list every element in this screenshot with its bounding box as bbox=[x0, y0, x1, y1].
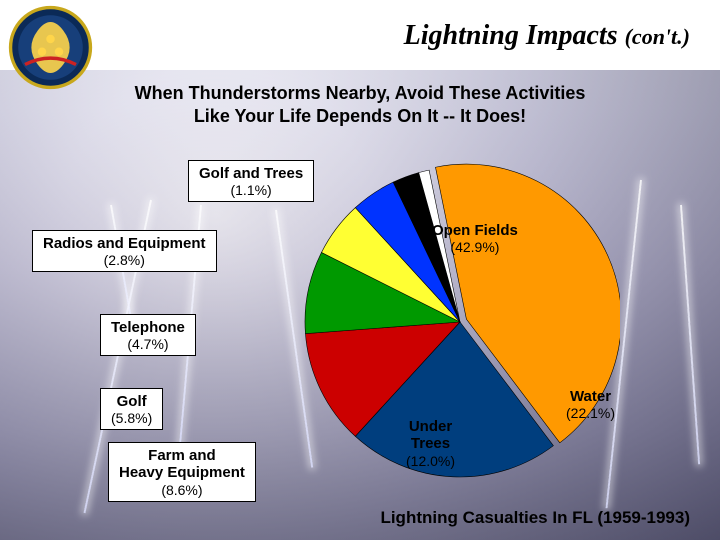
slice-label-name: Telephone bbox=[111, 319, 185, 336]
slice-label: Water(22.1%) bbox=[566, 388, 615, 421]
slice-label-name: Golf bbox=[111, 393, 152, 410]
slice-label-name: Under bbox=[406, 418, 455, 435]
slice-label-name: Golf and Trees bbox=[199, 165, 303, 182]
slice-label: Golf(5.8%) bbox=[100, 388, 163, 430]
slice-label-pct: (1.1%) bbox=[199, 182, 303, 198]
title-main: Lightning Impacts bbox=[404, 20, 618, 51]
slice-label-pct: (4.7%) bbox=[111, 336, 185, 352]
slice-label-pct: (42.9%) bbox=[432, 239, 518, 255]
pie-chart bbox=[300, 162, 620, 482]
slice-label-name: Open Fields bbox=[432, 222, 518, 239]
title-suffix: (con't.) bbox=[625, 24, 690, 49]
slice-label: Farm andHeavy Equipment(8.6%) bbox=[108, 442, 256, 502]
subtitle: When Thunderstorms Nearby, Avoid These A… bbox=[0, 82, 720, 127]
page-title: Lightning Impacts (con't.) bbox=[404, 20, 690, 52]
slice-label-pct: (12.0%) bbox=[406, 453, 455, 469]
slice-label: Radios and Equipment(2.8%) bbox=[32, 230, 217, 272]
slice-label: Telephone(4.7%) bbox=[100, 314, 196, 356]
slice-label-pct: (22.1%) bbox=[566, 405, 615, 421]
chart-caption: Lightning Casualties In FL (1959-1993) bbox=[380, 508, 690, 528]
squadron-badge-icon bbox=[8, 5, 93, 90]
slice-label-pct: (2.8%) bbox=[43, 252, 206, 268]
slice-label-name: Farm and bbox=[119, 447, 245, 464]
slice-label-pct: (5.8%) bbox=[111, 410, 152, 426]
slice-label-name: Water bbox=[566, 388, 615, 405]
slice-label: UnderTrees(12.0%) bbox=[406, 418, 455, 469]
slice-label-pct: (8.6%) bbox=[119, 482, 245, 498]
slice-label-name: Radios and Equipment bbox=[43, 235, 206, 252]
slice-label: Open Fields(42.9%) bbox=[432, 222, 518, 255]
lightning-bolt bbox=[680, 205, 700, 465]
subtitle-line2: Like Your Life Depends On It -- It Does! bbox=[0, 105, 720, 128]
slice-label-name: Trees bbox=[406, 435, 455, 452]
slice-label: Golf and Trees(1.1%) bbox=[188, 160, 314, 202]
slice-label-name: Heavy Equipment bbox=[119, 464, 245, 481]
subtitle-line1: When Thunderstorms Nearby, Avoid These A… bbox=[0, 82, 720, 105]
title-bar: Lightning Impacts (con't.) bbox=[0, 0, 720, 70]
